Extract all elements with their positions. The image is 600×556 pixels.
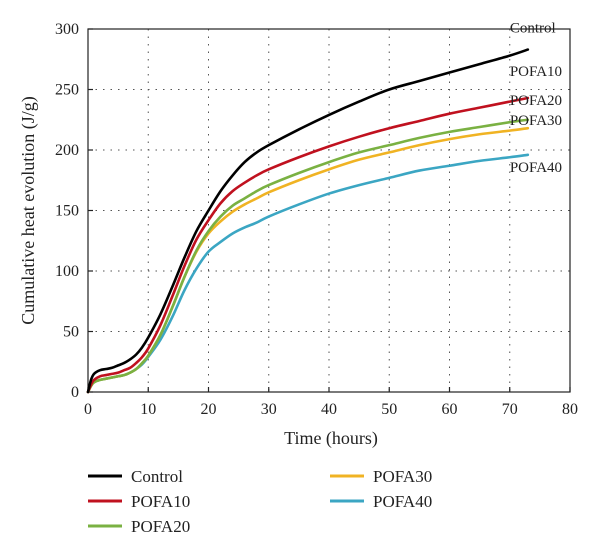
x-tick-label-10: 10 <box>140 401 156 418</box>
series-line-control <box>86 48 530 394</box>
legend-label-pofa40: POFA40 <box>373 492 432 511</box>
series-end-label-pofa20: POFA20 <box>510 93 562 109</box>
series-line-pofa30 <box>86 126 530 394</box>
series-line-pofa40 <box>86 153 530 394</box>
series-end-label-control: Control <box>510 21 556 37</box>
y-tick-label-0: 0 <box>71 384 79 401</box>
series-line-pofa20 <box>86 118 530 394</box>
x-tick-label-50: 50 <box>381 401 397 418</box>
legend: Control POFA10 POFA20 POFA30 POFA40 <box>88 467 432 536</box>
x-tick-label-0: 0 <box>84 401 92 418</box>
x-tick-label-80: 80 <box>562 401 578 418</box>
y-tick-label-150: 150 <box>55 203 79 220</box>
x-tick-label-40: 40 <box>321 401 337 418</box>
series-end-labels: Control POFA10 POFA20 POFA30 POFA40 <box>510 21 562 176</box>
legend-item-pofa30: POFA30 <box>330 467 432 486</box>
y-tick-label-200: 200 <box>55 142 79 159</box>
legend-label-pofa20: POFA20 <box>131 517 190 536</box>
y-tick-label-100: 100 <box>55 263 79 280</box>
legend-label-pofa30: POFA30 <box>373 467 432 486</box>
legend-item-control: Control <box>88 467 183 486</box>
y-axis-title: Cumulative heat evolution (J/g) <box>18 96 39 324</box>
legend-label-pofa10: POFA10 <box>131 492 190 511</box>
y-tick-label-250: 250 <box>55 82 79 99</box>
legend-label-control: Control <box>131 467 183 486</box>
legend-item-pofa40: POFA40 <box>330 492 432 511</box>
legend-item-pofa10: POFA10 <box>88 492 190 511</box>
series-end-label-pofa30: POFA30 <box>510 113 562 129</box>
plot-series <box>86 48 530 394</box>
axes: 0 10 20 30 40 50 60 70 80 0 50 100 150 200 250 300 Time … <box>18 21 578 449</box>
series-end-label-pofa10: POFA10 <box>510 64 562 80</box>
x-tick-label-60: 60 <box>442 401 458 418</box>
x-tick-label-20: 20 <box>201 401 217 418</box>
x-axis-title: Time (hours) <box>284 428 378 449</box>
x-tick-label-70: 70 <box>502 401 518 418</box>
y-tick-label-300: 300 <box>55 21 79 38</box>
series-line-pofa10 <box>86 96 530 394</box>
legend-item-pofa20: POFA20 <box>88 517 190 536</box>
x-tick-label-30: 30 <box>261 401 277 418</box>
series-end-label-pofa40: POFA40 <box>510 160 562 176</box>
y-tick-label-50: 50 <box>63 324 79 341</box>
